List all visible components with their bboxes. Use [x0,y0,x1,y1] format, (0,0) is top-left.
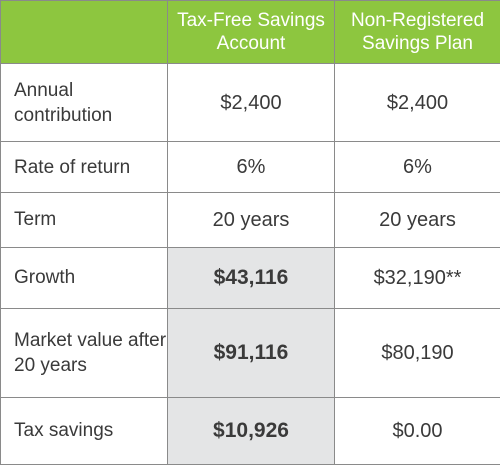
table-header-row: Tax-Free Savings Account Non-Registered … [0,0,500,64]
header-non-registered: Non-Registered Savings Plan [334,0,500,64]
cell-tfsa-term: 20 years [167,191,335,248]
cell-nonreg-growth: $32,190** [334,246,500,309]
cell-tfsa-growth: $43,116 [167,246,335,309]
cell-tfsa-tax-savings: $10,926 [167,396,335,465]
cell-nonreg-market-value: $80,190 [334,307,500,398]
cell-nonreg-term: 20 years [334,191,500,248]
cell-tfsa-annual-contribution: $2,400 [167,62,335,143]
table-row-rate-of-return: Rate of return 6% 6% [0,141,500,193]
row-label-tax-savings: Tax savings [0,396,168,465]
table-row-growth: Growth $43,116 $32,190** [0,246,500,309]
header-tfsa: Tax-Free Savings Account [167,0,335,64]
row-label-annual-contribution: Annual contribution [0,62,168,143]
cell-nonreg-annual-contribution: $2,400 [334,62,500,143]
row-label-market-value: Market value after 20 years [0,307,168,398]
table-row-term: Term 20 years 20 years [0,191,500,248]
table-row-tax-savings: Tax savings $10,926 $0.00 [0,396,500,465]
cell-nonreg-rate-of-return: 6% [334,141,500,193]
row-label-term: Term [0,191,168,248]
cell-tfsa-rate-of-return: 6% [167,141,335,193]
row-label-growth: Growth [0,246,168,309]
cell-nonreg-tax-savings: $0.00 [334,396,500,465]
cell-tfsa-market-value: $91,116 [167,307,335,398]
header-corner-cell [0,0,168,64]
row-label-rate-of-return: Rate of return [0,141,168,193]
table-row-market-value: Market value after 20 years $91,116 $80,… [0,307,500,398]
table-row-annual-contribution: Annual contribution $2,400 $2,400 [0,62,500,143]
